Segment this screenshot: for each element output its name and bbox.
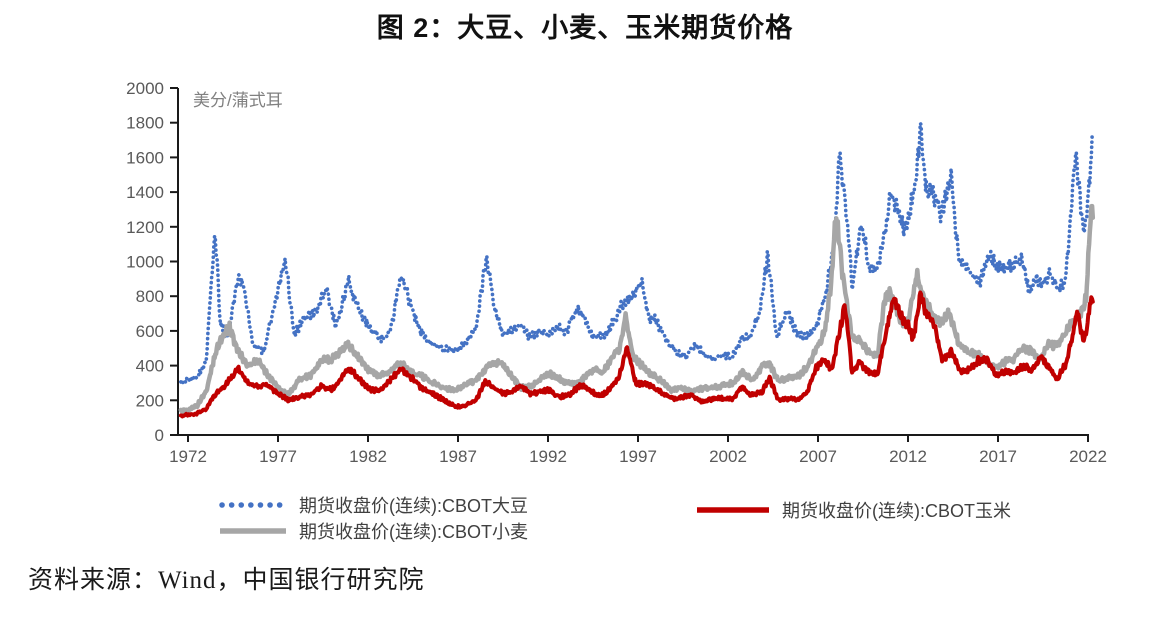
svg-text:1972: 1972 [169, 447, 207, 466]
svg-text:800: 800 [136, 287, 164, 306]
svg-text:1982: 1982 [349, 447, 387, 466]
svg-text:1000: 1000 [126, 253, 164, 272]
svg-text:200: 200 [136, 391, 164, 410]
svg-text:2000: 2000 [126, 79, 164, 98]
svg-text:2017: 2017 [979, 447, 1017, 466]
legend-item-corn: 期货收盘价(连续):CBOT玉米 [695, 497, 1011, 523]
corn-solid-line-icon [697, 507, 769, 513]
svg-text:400: 400 [136, 357, 164, 376]
svg-text:1600: 1600 [126, 148, 164, 167]
svg-text:2002: 2002 [709, 447, 747, 466]
legend-label-soybean: 期货收盘价(连续):CBOT大豆 [299, 496, 528, 516]
chart-title: 图 2：大豆、小麦、玉米期货价格 [376, 13, 794, 43]
svg-text:2007: 2007 [799, 447, 837, 466]
svg-text:1997: 1997 [619, 447, 657, 466]
svg-text:1987: 1987 [439, 447, 477, 466]
svg-text:600: 600 [136, 322, 164, 341]
wheat-solid-line-icon [220, 528, 286, 534]
legend-item-wheat: 期货收盘价(连续):CBOT小麦 [218, 518, 528, 544]
svg-text:1977: 1977 [259, 447, 297, 466]
legend-label-corn: 期货收盘价(连续):CBOT玉米 [782, 501, 1011, 521]
svg-text:0: 0 [155, 426, 164, 445]
legend-item-soybean: 期货收盘价(连续):CBOT大豆 [218, 492, 528, 518]
legend-label-wheat: 期货收盘价(连续):CBOT小麦 [299, 522, 528, 542]
svg-text:1200: 1200 [126, 218, 164, 237]
svg-text:1992: 1992 [529, 447, 567, 466]
svg-text:2012: 2012 [889, 447, 927, 466]
svg-text:2022: 2022 [1069, 447, 1107, 466]
source-note: 资料来源：Wind，中国银行研究院 [28, 567, 425, 594]
svg-text:1400: 1400 [126, 183, 164, 202]
svg-text:1800: 1800 [126, 114, 164, 133]
soybean-dotted-line-icon [219, 502, 287, 508]
y-axis-unit-label: 美分/蒲式耳 [193, 91, 283, 110]
